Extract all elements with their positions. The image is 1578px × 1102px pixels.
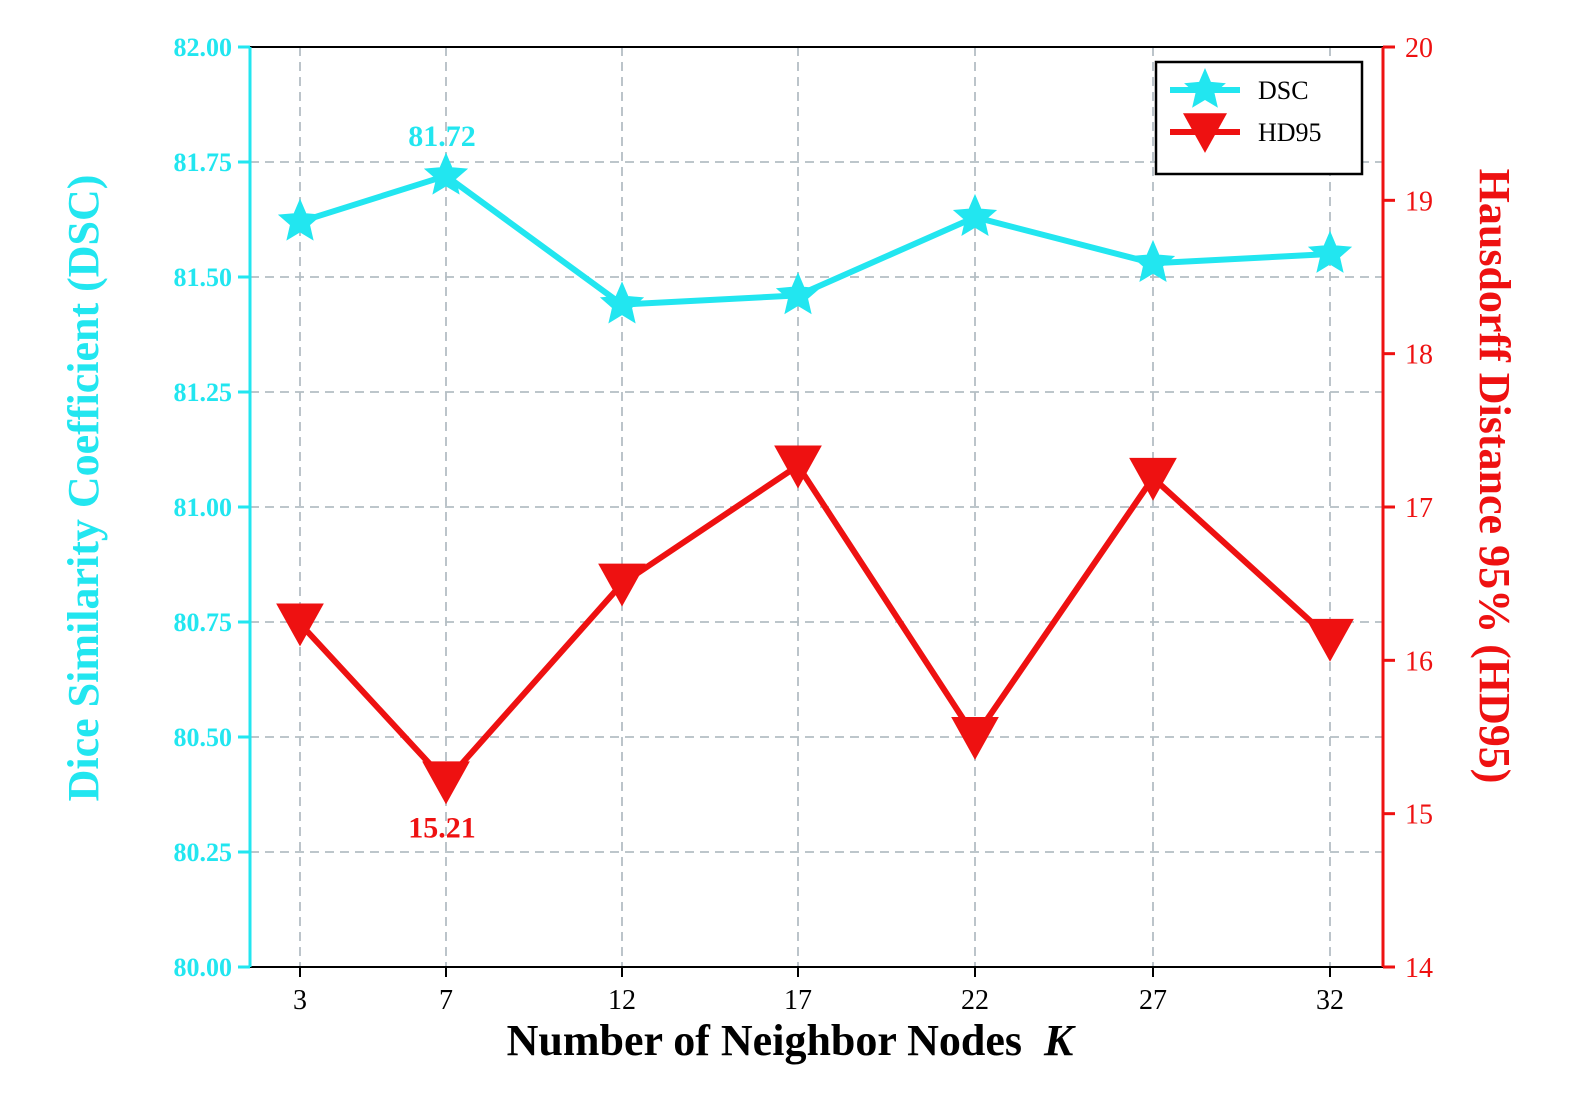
left-tick-label-80.75: 80.75 xyxy=(174,608,233,637)
legend-marker-dsc xyxy=(1184,68,1226,108)
right-tick-label-20: 20 xyxy=(1405,33,1433,64)
series-line-dsc xyxy=(299,172,1331,308)
marker-hd95-32 xyxy=(1306,618,1354,662)
marker-dsc-27 xyxy=(1130,239,1176,283)
annotation-dsc: 81.72 xyxy=(408,120,476,153)
right-tick-label-19: 19 xyxy=(1405,186,1433,217)
right-tick-label-17: 17 xyxy=(1405,493,1433,524)
legend-label-hd95: HD95 xyxy=(1258,118,1322,147)
right-tick-label-15: 15 xyxy=(1405,800,1433,831)
annotation-hd95: 15.21 xyxy=(408,811,476,844)
series-line-hd95 xyxy=(297,462,1333,785)
left-tick-label-81.25: 81.25 xyxy=(174,378,233,407)
x-tick-label-7: 7 xyxy=(439,985,453,1016)
series-markers xyxy=(276,152,1354,805)
marker-hd95-22 xyxy=(951,716,999,760)
marker-hd95-12 xyxy=(598,563,646,607)
legend: DSC HD95 xyxy=(1154,60,1364,176)
left-tick-label-82.00: 82.00 xyxy=(174,33,233,62)
x-tick-label-32: 32 xyxy=(1316,985,1344,1016)
left-tick-label-80.00: 80.00 xyxy=(174,953,233,982)
x-tick-label-17: 17 xyxy=(784,985,812,1016)
x-axis-title-var: K xyxy=(1043,1016,1076,1065)
marker-dsc-17 xyxy=(775,272,821,315)
marker-dsc-32 xyxy=(1307,230,1353,273)
left-tick-label-81.50: 81.50 xyxy=(174,263,233,292)
x-tick-label-22: 22 xyxy=(961,985,989,1016)
right-tick-label-14: 14 xyxy=(1405,953,1433,984)
marker-dsc-7 xyxy=(423,152,469,195)
x-axis-title: Number of Neighbor Nodes K xyxy=(507,1016,1076,1065)
axis-labels: 80.00 80.25 80.50 80.75 81.00 81.25 81.50 81.75… xyxy=(174,33,1434,1016)
right-tick-label-16: 16 xyxy=(1405,646,1433,677)
marker-dsc-22 xyxy=(952,193,998,237)
legend-label-dsc: DSC xyxy=(1258,76,1309,105)
left-tick-label-81.75: 81.75 xyxy=(174,148,233,177)
marker-dsc-3 xyxy=(277,198,323,241)
right-y-axis-title: Hausdorff Distance 95% (HD95) xyxy=(1470,169,1519,784)
marker-hd95-17 xyxy=(774,445,822,489)
marker-hd95-7 xyxy=(422,761,470,805)
left-tick-label-81.00: 81.00 xyxy=(174,493,233,522)
series-lines xyxy=(297,172,1333,785)
left-y-axis-title: Dice Similarity Coefficient (DSC) xyxy=(59,175,108,802)
x-tick-label-3: 3 xyxy=(293,985,307,1016)
right-tick-label-18: 18 xyxy=(1405,340,1433,371)
x-axis-title-text: Number of Neighbor Nodes xyxy=(507,1016,1022,1065)
axes xyxy=(238,45,1395,977)
left-tick-label-80.50: 80.50 xyxy=(174,723,233,752)
x-tick-label-27: 27 xyxy=(1139,985,1167,1016)
legend-marker-hd95 xyxy=(1183,113,1227,153)
grid-lines xyxy=(250,46,1383,968)
marker-dsc-12 xyxy=(599,281,645,324)
x-tick-label-12: 12 xyxy=(608,985,636,1016)
marker-hd95-3 xyxy=(276,603,324,647)
marker-hd95-27 xyxy=(1129,457,1177,501)
annotations: 81.72 15.21 xyxy=(408,120,476,845)
left-tick-label-80.25: 80.25 xyxy=(174,838,233,867)
